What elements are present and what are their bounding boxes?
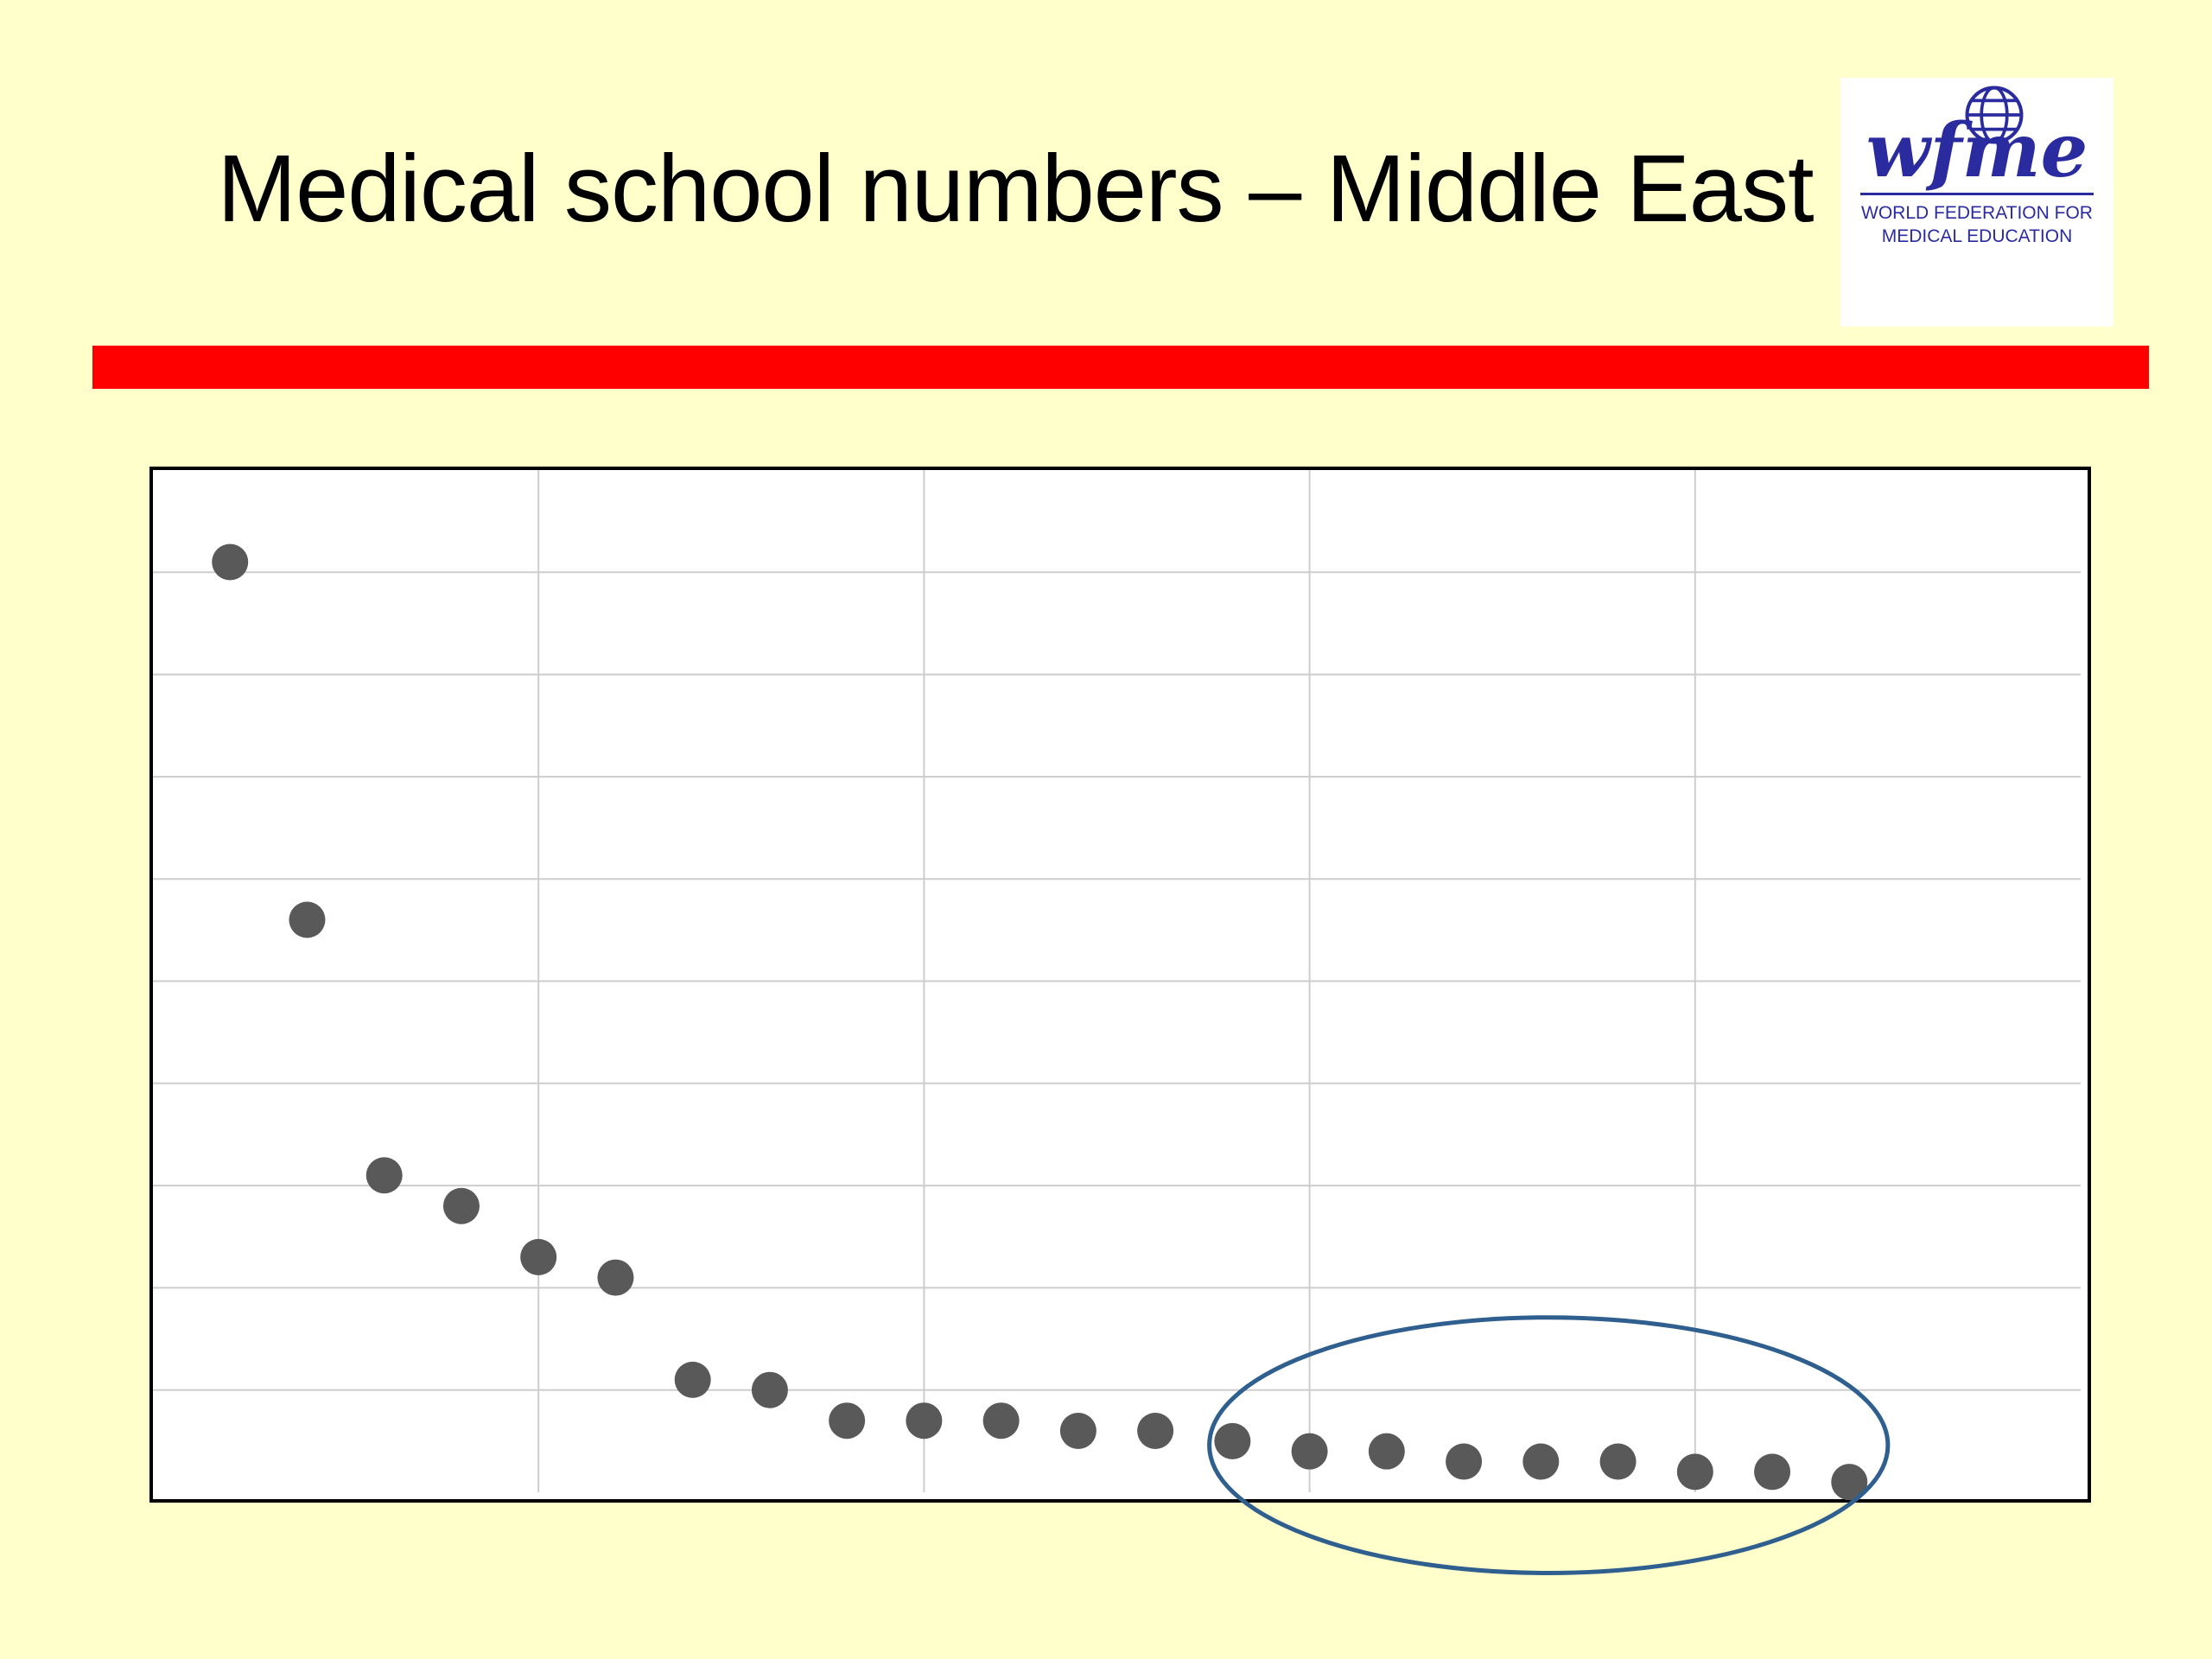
logo-subtitle-line1: WORLD FEDERATION FOR <box>1861 203 2093 224</box>
data-point <box>1676 1453 1713 1491</box>
data-point <box>1368 1433 1405 1470</box>
data-point <box>906 1402 943 1440</box>
data-point <box>1599 1443 1637 1480</box>
logo-rule <box>1860 193 2094 196</box>
data-point <box>751 1371 788 1408</box>
data-point <box>365 1157 403 1194</box>
data-point <box>1754 1453 1791 1491</box>
data-point <box>1059 1413 1096 1450</box>
data-point <box>1522 1443 1560 1480</box>
data-point <box>289 901 326 938</box>
scatter-chart <box>149 467 2091 1575</box>
data-point <box>1291 1433 1328 1470</box>
globe-icon <box>1965 86 2024 144</box>
data-point <box>520 1238 557 1275</box>
scatter-chart-canvas <box>153 470 2081 1575</box>
data-point <box>212 543 249 581</box>
logo-wordmark: wfme <box>1866 107 2088 194</box>
data-point <box>1214 1422 1251 1459</box>
data-point <box>1137 1413 1174 1450</box>
red-divider-bar <box>92 346 2149 389</box>
data-point <box>674 1361 711 1398</box>
data-point <box>829 1402 866 1440</box>
data-point <box>442 1187 480 1224</box>
wfme-logo: wfme WORLD FEDERATION FOR MEDICAL EDUCAT… <box>1840 78 2113 327</box>
data-point <box>1831 1464 1868 1501</box>
slide-title: Medical school numbers – Middle East <box>217 135 1814 242</box>
annotation-ellipse <box>1207 1315 1891 1575</box>
data-point <box>982 1402 1020 1440</box>
data-point <box>597 1259 634 1296</box>
data-point <box>1446 1443 1483 1480</box>
logo-subtitle-line2: MEDICAL EDUCATION <box>1881 226 2073 246</box>
